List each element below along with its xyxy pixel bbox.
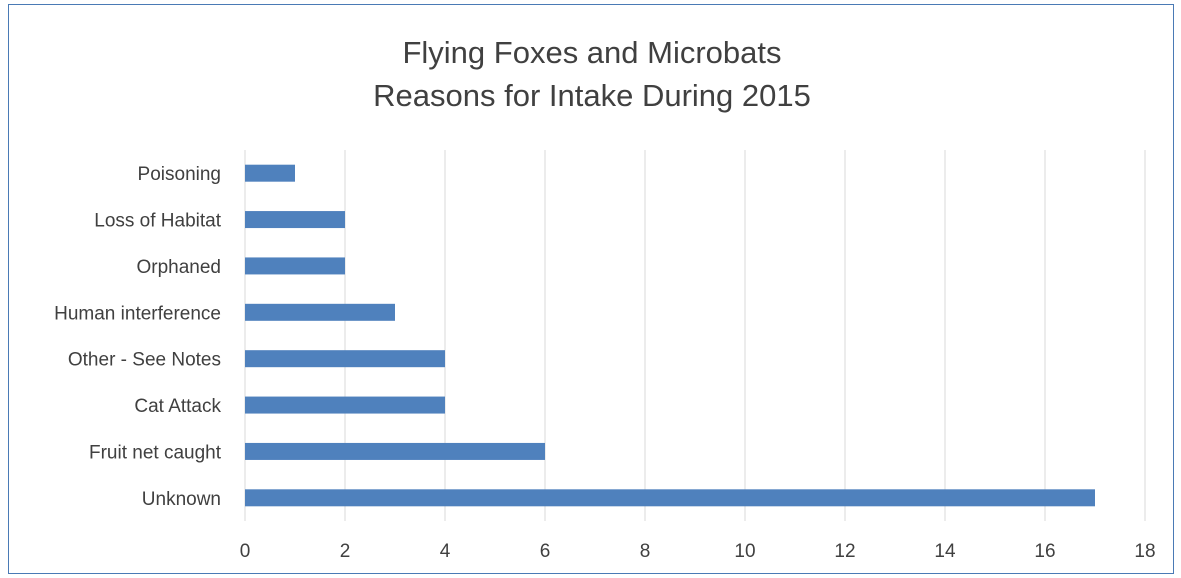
- x-tick-label-4: 4: [440, 541, 451, 562]
- bar-fruit-net-caught: [245, 442, 545, 460]
- category-label-fruit-net-caught: Fruit net caught: [89, 442, 222, 463]
- category-label-other-see-notes: Other - See Notes: [68, 350, 221, 371]
- x-tick-label-2: 2: [340, 541, 351, 562]
- x-tick-label-12: 12: [834, 541, 855, 562]
- x-tick-label-18: 18: [1134, 541, 1155, 562]
- category-label-cat-attack: Cat Attack: [134, 396, 221, 417]
- bar-unknown: [245, 489, 1095, 507]
- bar-poisoning: [245, 164, 295, 182]
- x-tick-label-16: 16: [1034, 541, 1055, 562]
- category-label-human-interference: Human interference: [54, 303, 221, 324]
- category-label-orphaned: Orphaned: [136, 257, 221, 278]
- category-label-poisoning: Poisoning: [138, 164, 221, 185]
- x-tick-label-10: 10: [734, 541, 755, 562]
- chart-title-line-1: Flying Foxes and Microbats: [402, 35, 782, 70]
- category-label-unknown: Unknown: [142, 489, 221, 510]
- bar-cat-attack: [245, 396, 445, 414]
- x-tick-label-0: 0: [240, 541, 251, 562]
- chart-title: Flying Foxes and Microbats Reasons for I…: [9, 31, 1175, 117]
- bar-orphaned: [245, 257, 345, 275]
- bar-loss-of-habitat: [245, 211, 345, 229]
- category-label-loss-of-habitat: Loss of Habitat: [94, 211, 221, 232]
- bar-other-see-notes: [245, 350, 445, 368]
- bar-human-interference: [245, 303, 395, 321]
- chart-frame: Flying Foxes and Microbats Reasons for I…: [8, 4, 1174, 574]
- x-tick-label-6: 6: [540, 541, 551, 562]
- chart-title-line-2: Reasons for Intake During 2015: [373, 78, 811, 113]
- x-tick-label-14: 14: [934, 541, 956, 562]
- x-tick-label-8: 8: [640, 541, 651, 562]
